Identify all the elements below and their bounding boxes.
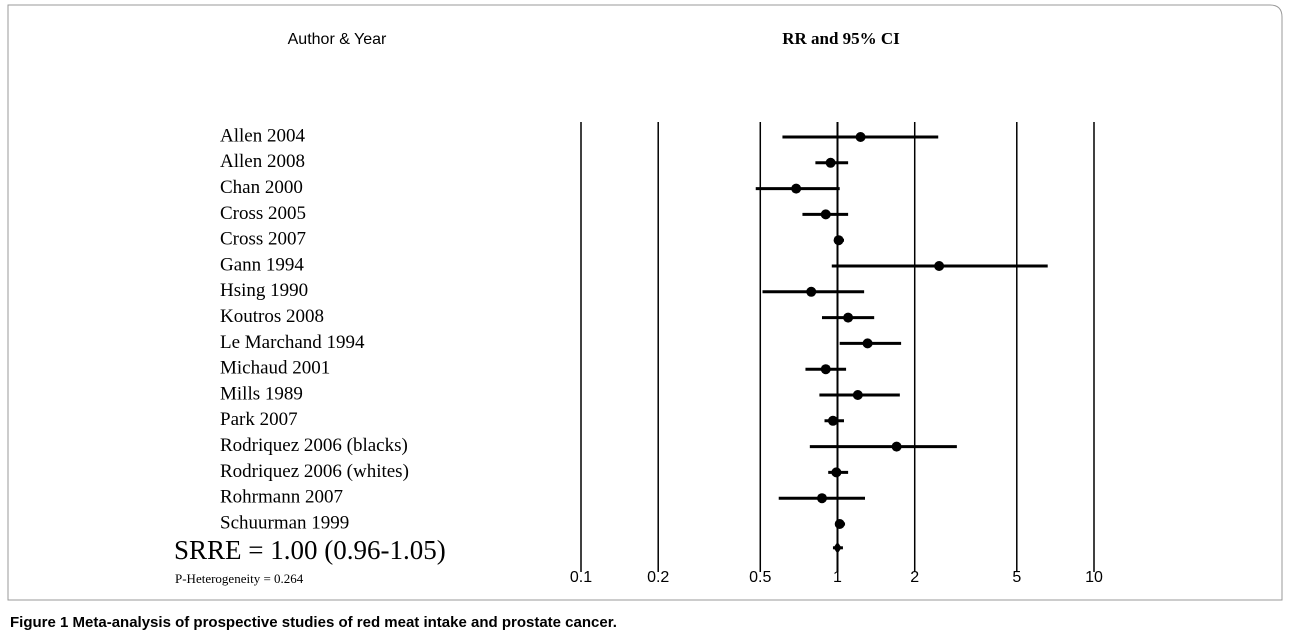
column-header: Author & Year [288,31,387,48]
point-estimate [791,183,802,194]
study-label: Michaud 2001 [220,358,330,379]
x-tick-label: 5 [1012,569,1021,586]
x-tick-label: 1 [833,569,842,586]
x-tick-label: 0.5 [749,569,771,586]
summary-estimate [833,541,842,554]
heterogeneity-note: P-Heterogeneity = 0.264 [175,571,304,586]
caption: Figure 1 Meta-analysis of prospective st… [10,614,617,631]
x-tick-label: 2 [910,569,919,586]
study-label: Cross 2007 [220,229,306,250]
point-estimate [834,519,845,529]
study-label: Hsing 1990 [220,280,308,301]
study-label: Rohrmann 2007 [220,487,343,508]
point-estimate [833,235,844,246]
point-estimate [843,312,854,323]
study-label: Park 2007 [220,409,298,430]
study-label: Schuurman 1999 [220,512,349,533]
study-label: Cross 2005 [220,203,306,224]
point-estimate [855,132,866,142]
x-tick-label: 0.1 [570,569,592,586]
point-estimate [891,441,902,452]
study-label: Le Marchand 1994 [220,332,365,353]
point-estimate [862,338,873,349]
point-estimate [831,467,842,478]
caption-label: Figure 1 [10,614,68,631]
study-label: Allen 2004 [220,125,305,146]
point-estimate [852,390,863,400]
study-label: Rodriquez 2006 (blacks) [220,435,408,456]
chart-title: RR and 95% CI [782,29,900,48]
study-label: Allen 2008 [220,151,305,172]
summary-label: SRRE = 1.00 (0.96-1.05) [174,535,446,565]
point-estimate [827,415,838,426]
point-estimate [806,286,817,297]
x-tick-label: 10 [1085,569,1103,586]
point-estimate [820,364,831,375]
point-estimate [820,209,831,220]
study-label: Rodriquez 2006 (whites) [220,461,409,482]
study-label: Mills 1989 [220,383,303,404]
x-tick-label: 0.2 [647,569,669,586]
caption-text: Meta-analysis of prospective studies of … [73,614,617,631]
figure-frame [7,4,1283,601]
study-label: Gann 1994 [220,254,304,275]
point-estimate [934,261,945,271]
point-estimate [825,157,836,168]
study-label: Chan 2000 [220,177,303,198]
study-label: Koutros 2008 [220,306,324,327]
point-estimate [816,493,827,504]
